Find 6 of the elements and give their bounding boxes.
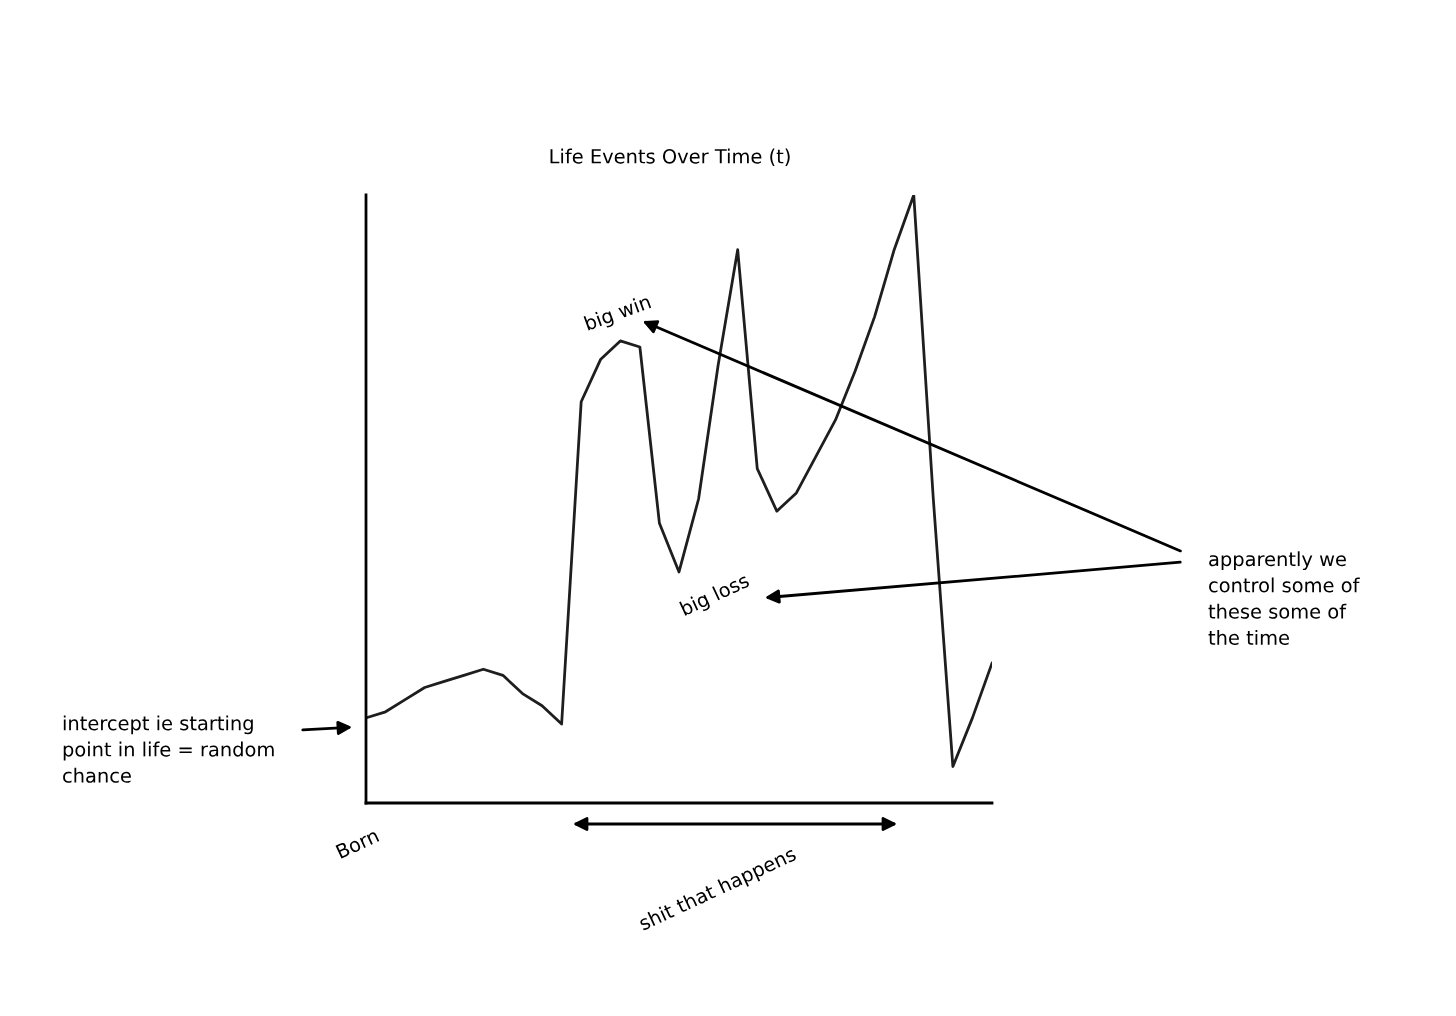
annotation: big loss [679, 572, 752, 620]
text: apparently we control some of these some of the time [1208, 551, 1360, 645]
text: Born [335, 828, 380, 859]
text: intercept ie starting point in life = random chance [63, 715, 274, 783]
annotation: big win [583, 293, 653, 335]
chart-title: Life Events Over Time (t) [550, 148, 790, 166]
